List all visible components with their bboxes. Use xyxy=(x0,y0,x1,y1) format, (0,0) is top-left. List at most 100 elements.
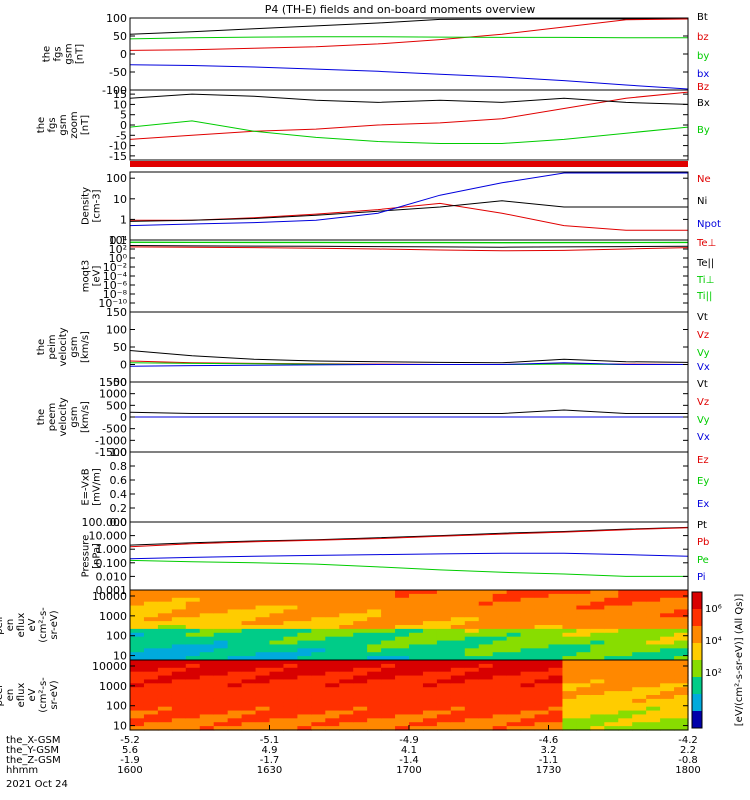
heatmap-cell xyxy=(185,679,201,684)
heatmap-cell xyxy=(367,644,382,649)
heatmap-cell xyxy=(185,667,201,673)
heatmap-cell xyxy=(297,605,312,611)
heatmap-cell xyxy=(395,722,410,727)
heatmap-cell xyxy=(283,605,298,611)
heatmap-cell xyxy=(562,640,577,646)
heatmap-cell xyxy=(562,628,577,634)
heatmap-cell xyxy=(171,617,187,622)
heatmap-cell xyxy=(618,593,633,599)
heatmap-cell xyxy=(409,613,424,618)
heatmap-cell xyxy=(478,710,494,716)
heatmap-cell xyxy=(157,667,173,673)
heatmap-cell xyxy=(562,718,577,723)
heatmap-cell xyxy=(130,593,145,599)
heatmap-cell xyxy=(395,593,410,599)
heatmap-cell xyxy=(618,726,633,731)
heatmap-cell xyxy=(534,706,550,712)
heatmap-cell xyxy=(339,718,354,723)
heatmap-cell xyxy=(506,590,522,595)
heatmap-cell xyxy=(325,617,340,622)
heatmap-cell xyxy=(409,695,424,700)
heatmap-cell xyxy=(227,648,243,653)
legend-Pb: Pb xyxy=(697,537,709,548)
heatmap-cell xyxy=(576,644,591,649)
heatmap-cell xyxy=(213,656,229,661)
heatmap-cell xyxy=(311,613,326,618)
heatmap-cell xyxy=(674,726,689,731)
heatmap-cell xyxy=(157,644,173,649)
heatmap-cell xyxy=(311,640,326,646)
heatmap-cell xyxy=(269,683,285,688)
y-axis-label-line: E=-VxB xyxy=(81,468,92,505)
heatmap-cell xyxy=(520,617,536,622)
heatmap-cell xyxy=(339,667,354,673)
heatmap-cell xyxy=(381,706,396,712)
heatmap-cell xyxy=(143,714,159,719)
heatmap-cell xyxy=(492,726,508,731)
heatmap-cell xyxy=(548,691,564,696)
heatmap-cell xyxy=(506,702,522,708)
x-tick-label: 1630 xyxy=(257,765,282,776)
heatmap-cell xyxy=(130,648,145,653)
heatmap-cell xyxy=(353,632,368,638)
heatmap-cell xyxy=(562,609,577,614)
heatmap-cell xyxy=(590,710,605,716)
heatmap-cell xyxy=(450,710,466,716)
heatmap-cell xyxy=(534,702,550,708)
heatmap-cell xyxy=(590,593,605,599)
heatmap-cell xyxy=(548,687,564,692)
y-axis-label-line: eflux xyxy=(16,613,27,638)
heatmap-cell xyxy=(660,597,675,603)
heatmap-cell xyxy=(562,597,577,603)
heatmap-cell xyxy=(464,621,480,626)
heatmap-cell xyxy=(660,636,675,642)
heatmap-cell xyxy=(590,648,605,653)
heatmap-cell xyxy=(436,617,452,622)
heatmap-cell xyxy=(660,652,675,657)
heatmap-cell xyxy=(283,660,298,665)
heatmap-cell xyxy=(241,605,257,611)
y-axis-label-line: en xyxy=(5,689,16,702)
heatmap-cell xyxy=(130,698,145,704)
heatmap-cell xyxy=(227,628,243,634)
y-tick-label: 10⁰ xyxy=(109,252,128,265)
heatmap-cell xyxy=(492,625,508,630)
heatmap-cell xyxy=(492,609,508,614)
heatmap-cell xyxy=(171,613,187,618)
y-tick-label: 0.010 xyxy=(96,570,128,583)
heatmap-cell xyxy=(157,695,173,700)
heatmap-cell xyxy=(227,663,243,669)
heatmap-cell xyxy=(199,613,215,618)
heatmap-cell xyxy=(130,722,145,727)
heatmap-cell xyxy=(395,644,410,649)
heatmap-cell xyxy=(674,667,689,673)
heatmap-cell xyxy=(213,726,229,731)
heatmap-cell xyxy=(562,683,577,688)
heatmap-cell xyxy=(157,617,173,622)
heatmap-cell xyxy=(562,632,577,638)
heatmap-cell xyxy=(367,597,382,603)
heatmap-cell xyxy=(409,660,424,665)
y-tick-label: 500 xyxy=(106,399,127,412)
heatmap-cell xyxy=(450,640,466,646)
heatmap-cell xyxy=(325,628,340,634)
heatmap-cell xyxy=(506,663,522,669)
heatmap-cell xyxy=(269,613,285,618)
heatmap-cell xyxy=(618,706,633,712)
heatmap-cell xyxy=(255,593,271,599)
heatmap-cell xyxy=(157,601,173,607)
heatmap-cell xyxy=(506,632,522,638)
heatmap-cell xyxy=(436,726,452,731)
heatmap-cell xyxy=(660,660,675,665)
heatmap-cell xyxy=(422,679,438,684)
heatmap-cell xyxy=(185,636,201,642)
heatmap-cell xyxy=(450,687,466,692)
heatmap-cell xyxy=(409,593,424,599)
heatmap-cell xyxy=(339,675,354,681)
heatmap-cell xyxy=(283,617,298,622)
heatmap-cell xyxy=(548,644,564,649)
heatmap-cell xyxy=(492,640,508,646)
heatmap-cell xyxy=(590,695,605,700)
heatmap-cell xyxy=(339,590,354,595)
heatmap-cell xyxy=(604,625,619,630)
